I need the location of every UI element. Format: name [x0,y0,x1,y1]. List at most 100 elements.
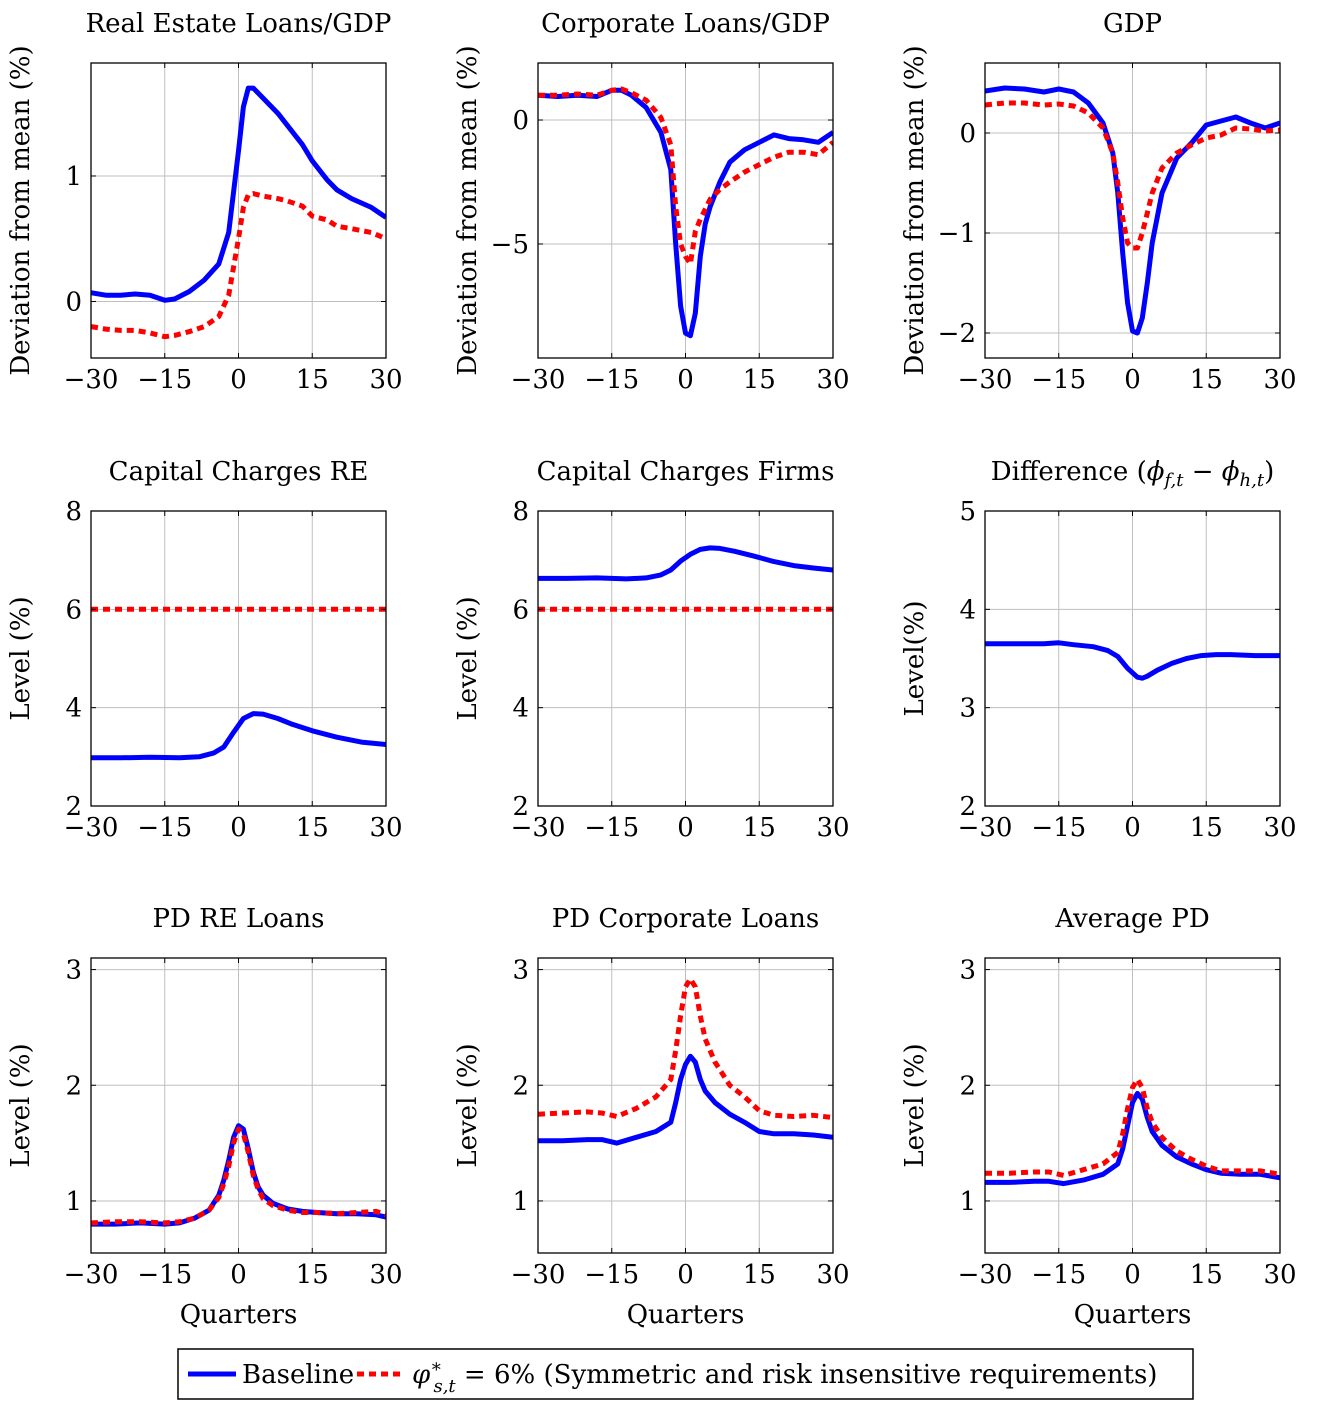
y-tick-label: 1 [65,1187,82,1217]
panel-6: Difference (ϕf,t − ϕh,t) −30 −15 0 15 30 2 3 4 5 L… [900,457,1297,843]
x-tick-label: 15 [296,813,329,843]
x-tick-label: −30 [64,1260,119,1290]
panel-8: PD Corporate Loans −30 −15 0 15 30 1 2 3 Level (%… [453,904,850,1330]
y-tick-label: 4 [65,694,82,724]
y-tick-label: 2 [512,1071,529,1101]
y-tick-label: 3 [512,956,529,986]
panel-4: Capital Charges RE −30 −15 0 15 30 2 4 6 8 Level (… [6,457,403,843]
panel-2: Corporate Loans/GDP −30 −15 0 15 30 0 −5 Deviati… [453,9,850,395]
x-tick-label: 15 [1190,1260,1223,1290]
x-tick-label: 30 [369,813,402,843]
x-tick-label: 0 [230,813,247,843]
x-tick-label: −15 [137,813,192,843]
x-tick-label: −15 [584,813,639,843]
x-tick-label: 0 [677,813,694,843]
series-line-alt [538,976,833,1121]
x-tick-label: −15 [584,365,639,395]
legend-alt-label: φ∗ s,t = 6% (Symmetric and risk insensiti… [412,1356,1157,1397]
panel-1: Real Estate Loans/GDP −30 −15 0 15 30 0 1 Deviat… [6,9,403,395]
x-tick-label: −15 [1031,365,1086,395]
series-line-alt [985,1077,1280,1178]
x-tick-label: 30 [816,1260,849,1290]
y-tick-label: 6 [512,595,529,625]
y-tick-label: 4 [512,694,529,724]
x-tick-label: −30 [511,1260,566,1290]
y-tick-label: 6 [65,595,82,625]
y-tick-label: −1 [938,219,976,249]
x-tick-label: 0 [230,365,247,395]
y-axis-label: Level (%) [453,1043,483,1167]
y-tick-label: 8 [512,497,529,527]
y-tick-label: 4 [959,595,976,625]
x-tick-label: −30 [511,365,566,395]
x-tick-label: 0 [677,1260,694,1290]
series-line-alt [91,1126,386,1226]
x-tick-label: 30 [369,365,402,395]
y-axis-label: Deviation from mean (%) [453,45,483,375]
x-tick-label: −15 [1031,813,1086,843]
panel-9: Average PD −30 −15 0 15 30 1 2 3 Level (%) Quarter… [900,904,1297,1330]
panel-title: Real Estate Loans/GDP [86,9,392,39]
y-axis-label: Deviation from mean (%) [6,45,36,375]
x-tick-label: 15 [743,813,776,843]
y-axis-label: Level (%) [453,596,483,720]
y-tick-label: 3 [959,694,976,724]
y-tick-label: 2 [959,792,976,822]
x-axis-label: Quarters [1074,1300,1192,1330]
x-tick-label: −30 [64,365,119,395]
y-axis-label: Level (%) [900,1043,930,1167]
series-line-baseline [91,85,386,303]
x-tick-label: −15 [137,1260,192,1290]
x-tick-label: 30 [1263,1260,1296,1290]
x-axis-label: Quarters [627,1300,745,1330]
x-tick-label: 0 [1124,813,1141,843]
panel-3: GDP −30 −15 0 15 30 0 −1 −2 Deviation from mean (… [900,9,1297,395]
series-line-alt [91,191,386,340]
legend-baseline-label: Baseline [242,1360,354,1390]
panel-title: PD Corporate Loans [552,904,819,934]
x-tick-label: −30 [958,813,1013,843]
panel-title: PD RE Loans [153,904,325,934]
y-tick-label: 2 [65,1071,82,1101]
panel-title: Capital Charges RE [109,457,369,487]
y-axis-label: Level (%) [6,1043,36,1167]
x-tick-label: 0 [1124,365,1141,395]
y-tick-label: −2 [938,319,976,349]
legend-box [177,1348,1194,1400]
x-tick-label: 0 [1124,1260,1141,1290]
series-line-baseline [985,640,1280,681]
x-tick-label: −15 [137,365,192,395]
series-line-baseline [538,545,833,582]
y-tick-label: 3 [959,956,976,986]
x-tick-label: −15 [584,1260,639,1290]
y-tick-label: 0 [512,106,529,136]
x-tick-label: 30 [1263,813,1296,843]
series-line-baseline [91,711,386,761]
series-line-alt [985,100,1280,251]
panel-title: Difference (ϕf,t − ϕh,t) [991,457,1274,491]
series-line-baseline [985,1090,1280,1187]
panel-title: Corporate Loans/GDP [541,9,830,39]
x-tick-label: −30 [511,813,566,843]
series-line-alt [538,86,833,267]
y-tick-label: 2 [512,792,529,822]
y-tick-label: 2 [65,792,82,822]
y-tick-label: 0 [65,288,82,318]
x-tick-label: 30 [816,365,849,395]
y-tick-label: 5 [959,497,976,527]
x-tick-label: 15 [296,1260,329,1290]
y-tick-label: 8 [65,497,82,527]
x-tick-label: −15 [1031,1260,1086,1290]
y-tick-label: 2 [959,1071,976,1101]
x-tick-label: 15 [1190,365,1223,395]
y-tick-label: −5 [491,230,529,260]
x-tick-label: 15 [743,1260,776,1290]
legend: Baseline φ∗ s,t = 6% (Symmetric and risk … [177,1348,1194,1400]
x-tick-label: −30 [958,1260,1013,1290]
panel-title: Average PD [1054,904,1209,934]
panel-5: Capital Charges Firms −30 −15 0 15 30 2 4 6 8 Leve… [453,457,850,843]
y-tick-label: 1 [65,162,82,192]
x-tick-label: 15 [743,365,776,395]
y-axis-label: Level (%) [6,596,36,720]
